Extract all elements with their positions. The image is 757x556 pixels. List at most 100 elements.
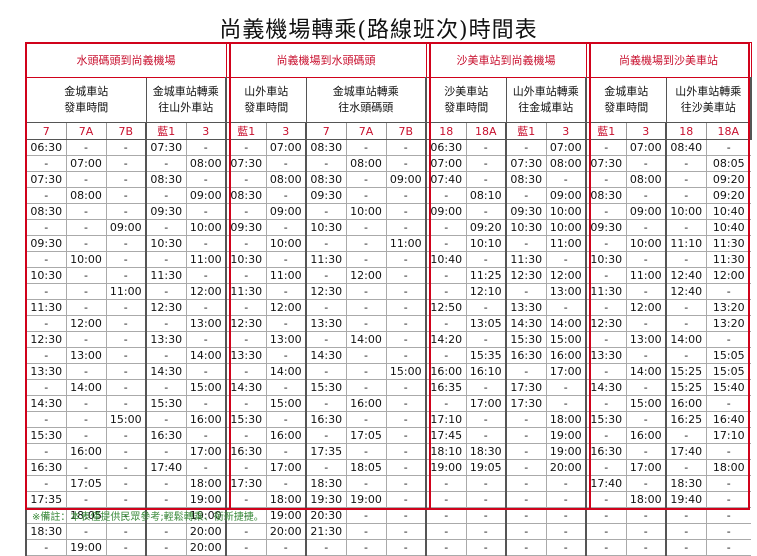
- time-cell: 17:00: [465, 395, 506, 412]
- time-cell: 16:00: [65, 443, 106, 460]
- time-cell: -: [385, 539, 426, 556]
- time-cell: 10:30: [505, 219, 546, 236]
- time-cell: -: [265, 475, 306, 492]
- time-cell: -: [305, 395, 346, 412]
- time-cell: -: [385, 347, 426, 364]
- block-line: 往金城車站: [518, 101, 574, 114]
- group-divider: [229, 42, 231, 508]
- time-cell: 17:00: [545, 363, 586, 380]
- time-cell: 17:05: [65, 475, 106, 492]
- time-cell: -: [65, 523, 106, 540]
- time-cell: -: [25, 347, 66, 364]
- time-cell: 08:40: [665, 139, 706, 156]
- table-row: 12:30- -13:30- -13:00-14:00-14:20-15:30 15:…: [25, 331, 751, 348]
- time-cell: -: [425, 219, 466, 236]
- time-cell: -: [105, 539, 146, 556]
- time-cell: -: [225, 539, 266, 556]
- time-cell: 09:00: [625, 203, 666, 220]
- time-cell: 13:00: [625, 331, 666, 348]
- time-cell: -: [465, 427, 506, 444]
- time-cell: -: [505, 523, 546, 540]
- time-cell: 09:00: [425, 203, 466, 220]
- time-cell: 17:00: [625, 459, 666, 476]
- time-cell: -: [25, 251, 66, 268]
- table-row: 10:30- -11:30- -11:00-12:00- -11:25 12:30 12:…: [25, 267, 751, 284]
- time-cell: -: [265, 539, 306, 556]
- time-cell: 17:45: [425, 427, 466, 444]
- block-header: 金城車站轉乘 往山外車站: [145, 77, 227, 123]
- time-cell: -: [25, 443, 66, 460]
- table-row: -18:05- -19:00-19:00 20:30- - - - - - - - - -: [25, 507, 751, 524]
- time-cell: 10:00: [545, 219, 586, 236]
- time-cell: 19:00: [345, 491, 386, 508]
- table-row: - -15:00-16:00 15:30-16:30- -17:10- -18:00 15…: [25, 411, 751, 428]
- time-cell: -: [585, 299, 626, 316]
- time-cell: -: [385, 427, 426, 444]
- time-cell: 08:00: [545, 155, 586, 172]
- time-cell: 11:10: [665, 235, 706, 252]
- time-cell: 11:30: [145, 267, 186, 284]
- time-cell: 10:00: [545, 203, 586, 220]
- time-cell: -: [585, 491, 626, 508]
- time-cell: -: [185, 427, 226, 444]
- time-cell: -: [585, 523, 626, 540]
- time-cell: -: [665, 539, 706, 556]
- block-line: 山外車站: [244, 85, 289, 98]
- time-cell: -: [105, 347, 146, 364]
- time-cell: 16:35: [425, 379, 466, 396]
- time-cell: -: [585, 395, 626, 412]
- time-cell: -: [185, 299, 226, 316]
- block-line: 金城車站: [64, 85, 109, 98]
- time-cell: -: [105, 475, 146, 492]
- time-cell: -: [65, 219, 106, 236]
- time-cell: -: [385, 411, 426, 428]
- time-cell: -: [345, 507, 386, 524]
- time-cell: 08:00: [625, 171, 666, 188]
- time-cell: -: [105, 395, 146, 412]
- time-cell: 17:10: [705, 427, 751, 444]
- time-cell: -: [105, 155, 146, 172]
- time-cell: 18:00: [705, 459, 751, 476]
- time-cell: -: [465, 539, 506, 556]
- route-label: 18A: [465, 122, 506, 140]
- time-cell: -: [265, 155, 306, 172]
- time-cell: -: [65, 267, 106, 284]
- time-cell: -: [225, 363, 266, 380]
- block-line: 山外車站轉乘: [512, 85, 579, 98]
- time-cell: 08:00: [265, 171, 306, 188]
- time-cell: -: [225, 523, 266, 540]
- table-row: 11:30- -12:30- -12:00- - -12:50-13:30- -12:00…: [25, 299, 751, 316]
- route-label: 18: [425, 122, 466, 140]
- route-label: 7: [305, 122, 346, 140]
- time-cell: 16:25: [665, 411, 706, 428]
- time-cell: -: [545, 299, 586, 316]
- time-cell: -: [265, 443, 306, 460]
- time-cell: 11:00: [265, 267, 306, 284]
- time-cell: 11:30: [585, 283, 626, 300]
- time-cell: 16:40: [705, 411, 751, 428]
- block-header: 金城車站 發車時間: [585, 77, 667, 123]
- time-cell: 16:00: [185, 411, 226, 428]
- time-cell: -: [25, 475, 66, 492]
- table-row: - -11:00-12:00 11:30-12:30- - -12:10-13:00 11…: [25, 283, 751, 300]
- route-label: 7A: [65, 122, 106, 140]
- time-cell: 10:30: [225, 251, 266, 268]
- time-cell: -: [185, 363, 226, 380]
- time-cell: 15:05: [705, 363, 751, 380]
- time-cell: -: [505, 507, 546, 524]
- route-header-row: 7 7A 7B 藍1 3 藍1 3 7 7A 7B 18 18A 藍1 3 藍1…: [25, 122, 752, 140]
- table-row: 14:30- -15:30- -15:00-16:00- -17:00 17:30- -1…: [25, 395, 751, 412]
- footnote: ※備註：本表僅提供民眾參考;輕鬆轉乘、銜新捷捷。: [32, 512, 264, 523]
- time-cell: 16:00: [665, 395, 706, 412]
- time-cell: -: [345, 379, 386, 396]
- time-cell: 07:30: [225, 155, 266, 172]
- time-cell: 19:30: [305, 491, 346, 508]
- table-row: 08:30- -09:30- -09:00-10:00-09:00-09:30 10:…: [25, 203, 751, 220]
- time-cell: 15:30: [225, 411, 266, 428]
- time-cell: -: [505, 363, 546, 380]
- time-cell: -: [625, 411, 666, 428]
- time-cell: 19:00: [545, 427, 586, 444]
- time-cell: -: [665, 315, 706, 332]
- time-cell: -: [305, 363, 346, 380]
- time-cell: 15:25: [665, 363, 706, 380]
